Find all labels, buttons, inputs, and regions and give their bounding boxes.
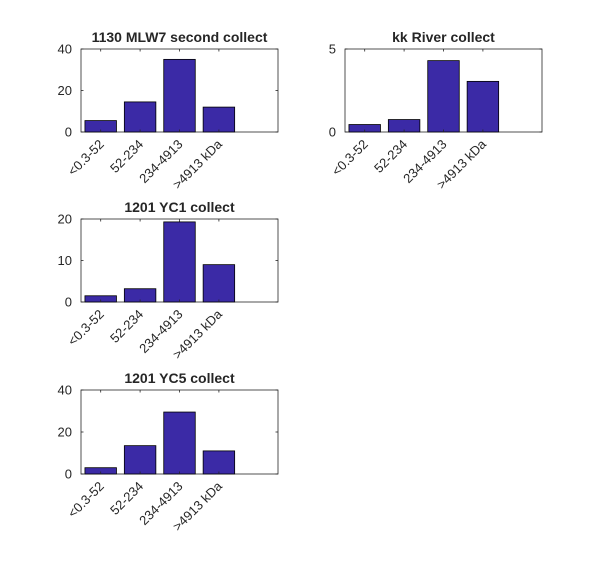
y-tick-label: 0 bbox=[65, 125, 72, 140]
y-tick-label: 40 bbox=[58, 383, 72, 398]
chart-title: 1201 YC5 collect bbox=[124, 370, 235, 386]
bar bbox=[163, 411, 196, 475]
chart-title: 1130 MLW7 second collect bbox=[92, 29, 268, 45]
y-tick-label: 0 bbox=[65, 467, 72, 482]
bar bbox=[202, 106, 236, 133]
bar bbox=[123, 101, 157, 133]
bar bbox=[163, 58, 196, 133]
bar bbox=[202, 264, 236, 303]
y-tick-label: 20 bbox=[58, 212, 72, 227]
bar bbox=[163, 221, 196, 303]
bar bbox=[427, 60, 460, 133]
y-tick-label: 0 bbox=[65, 295, 72, 310]
y-tick-label: 20 bbox=[58, 425, 72, 440]
chart-title: kk River collect bbox=[392, 29, 495, 45]
bar bbox=[466, 80, 500, 133]
y-tick-label: 5 bbox=[329, 42, 336, 57]
bar bbox=[202, 450, 236, 475]
y-tick-label: 20 bbox=[58, 83, 72, 98]
bar bbox=[123, 445, 157, 475]
y-tick-label: 0 bbox=[329, 125, 336, 140]
chart-title: 1201 YC1 collect bbox=[124, 199, 235, 215]
y-tick-label: 10 bbox=[58, 253, 72, 268]
y-tick-label: 40 bbox=[58, 42, 72, 57]
